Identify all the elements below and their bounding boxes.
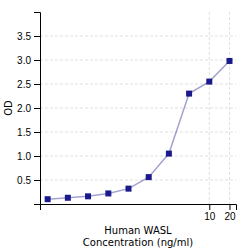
marker — [186, 91, 192, 97]
tick-mark — [209, 204, 210, 210]
tick-label: 1.5 — [17, 127, 31, 138]
x-axis-title-line: Concentration (ng/ml) — [83, 237, 193, 248]
marker — [65, 195, 71, 201]
x-axis-title-line: Human WASL — [104, 225, 172, 236]
marker — [105, 190, 111, 196]
grid-line — [209, 12, 210, 204]
chart: 10 20 0.5 1.0 1.5 2.0 2.5 3.0 3.5 Human WASLConce… — [0, 0, 250, 250]
tick-label: 2.0 — [17, 103, 31, 114]
tick-mark — [34, 60, 40, 61]
grid-line — [40, 60, 236, 61]
grid — [40, 12, 236, 204]
marker — [206, 79, 212, 85]
tick-label: 10 — [204, 211, 216, 222]
line — [48, 61, 230, 199]
grid-line — [40, 132, 236, 133]
y-axis-title: OD — [3, 100, 14, 116]
marker — [146, 174, 152, 180]
grid-line — [40, 108, 236, 109]
axis-line — [34, 13, 41, 205]
x-axis: 10 20 — [41, 204, 237, 222]
axis-line — [41, 205, 237, 211]
tick: 3.5 — [17, 31, 40, 42]
tick: 1.0 — [17, 151, 40, 162]
tick-mark — [34, 84, 40, 85]
tick-label: 1.0 — [17, 151, 31, 162]
tick-label: 3.5 — [17, 31, 31, 42]
marks — [45, 58, 233, 202]
marker — [85, 193, 91, 199]
y-axis: 0.5 1.0 1.5 2.0 2.5 3.0 3.5 — [17, 13, 40, 205]
marker — [125, 186, 131, 192]
tick: 20 — [224, 204, 236, 222]
tick-label: 3.0 — [17, 55, 31, 66]
tick-mark — [229, 204, 230, 210]
tick: 2.0 — [17, 103, 40, 114]
grid-line — [40, 156, 236, 157]
x-axis-title: Human WASLConcentration (ng/ml) — [83, 225, 193, 248]
plot: 10 20 0.5 1.0 1.5 2.0 2.5 3.0 3.5 — [17, 12, 236, 222]
grid-line — [229, 12, 230, 204]
marker — [226, 58, 232, 64]
tick: 10 — [204, 204, 216, 222]
marker — [45, 196, 51, 202]
tick-mark — [34, 132, 40, 133]
grid-line — [40, 180, 236, 181]
tick-label: 0.5 — [17, 175, 31, 186]
tick: 0.5 — [17, 175, 40, 186]
tick-label: 20 — [224, 211, 236, 222]
marker — [166, 151, 172, 157]
grid-line — [40, 36, 236, 37]
tick: 2.5 — [17, 79, 40, 90]
tick-mark — [34, 156, 40, 157]
tick-label: 2.5 — [17, 79, 31, 90]
tick: 3.0 — [17, 55, 40, 66]
tick: 1.5 — [17, 127, 40, 138]
tick-mark — [34, 36, 40, 37]
tick-mark — [34, 108, 40, 109]
tick-mark — [34, 180, 40, 181]
